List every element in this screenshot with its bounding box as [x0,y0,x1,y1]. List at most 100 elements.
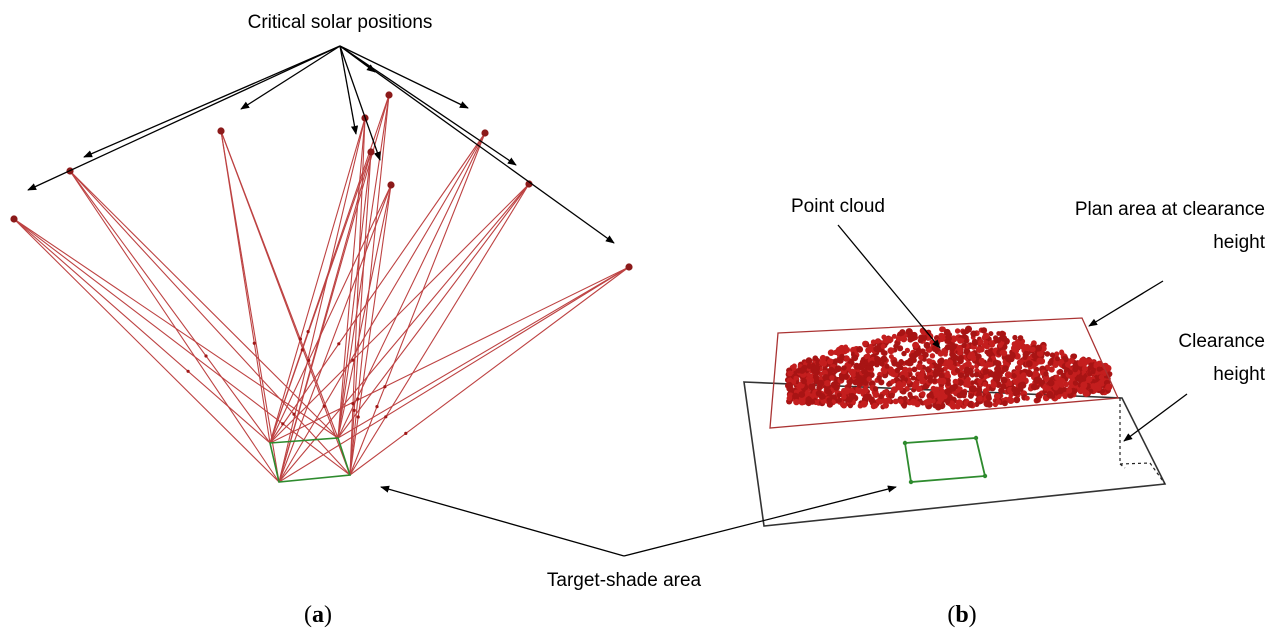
label-point-cloud: Point cloud [791,196,885,217]
cloud-point [805,357,813,364]
cloud-point [872,386,879,392]
cloud-point [880,355,888,363]
cloud-point [957,372,964,379]
cloud-point [902,395,908,402]
cloud-point [961,342,967,349]
cloud-point [945,334,951,340]
cloud-point [988,331,994,337]
solar-ray [337,132,486,439]
cloud-point [917,338,924,344]
cloud-point [1072,380,1079,386]
cloud-point [970,330,977,338]
cloud-point [923,341,931,349]
arrow-to-sun-2 [83,45,341,158]
cloud-point [895,335,902,342]
cloud-point [855,387,863,395]
cloud-point [889,392,895,399]
solar-ray [69,170,271,444]
ray-point [186,369,190,373]
solar-ray [278,151,372,483]
cloud-point [1009,351,1016,358]
cloud-point [1002,365,1009,372]
cloud-point [899,329,906,336]
cloud-point [1071,353,1078,359]
target-corner [902,440,908,446]
cloud-point [987,357,993,363]
cloud-point [944,388,952,395]
cloud-point [862,340,868,347]
solar-ray [278,184,392,483]
solar-ray [269,184,392,444]
cloud-point [856,383,862,388]
cloud-point [1015,365,1022,371]
ray-point [383,385,387,389]
cloud-point [901,403,907,409]
cloud-point [836,392,842,398]
cloud-point [925,329,932,336]
cloud-point [967,401,974,408]
arrow-to-sun-5 [339,45,381,161]
cloud-point [873,345,881,353]
cloud-point [834,365,842,373]
cloud-point [829,375,835,381]
cloud-point [874,356,882,364]
cloud-point [1000,383,1007,390]
cloud-point [984,344,990,350]
label-plan-area-line2: height [1213,232,1265,253]
cloud-point [999,349,1005,356]
clearance-height-indicator [1119,398,1166,485]
cloud-point [1000,376,1008,384]
solar-ray [69,170,339,439]
cloud-point [950,352,957,359]
cloud-point [911,366,918,373]
cloud-point [870,403,877,410]
label-critical-solar-positions: Critical solar positions [248,12,433,33]
solar-ray [13,218,271,444]
cloud-point [1022,354,1028,360]
cloud-point [891,333,897,339]
solar-ray [269,117,366,444]
cloud-point [859,363,866,369]
cloud-point [945,370,950,376]
ray-point [306,330,310,334]
cloud-point [801,378,807,385]
cloud-point [988,370,995,378]
solar-ray [349,132,486,476]
cloud-point [943,328,951,336]
cloud-point [970,380,975,386]
arrow-to-sun-4 [339,45,359,135]
cloud-point [932,378,937,384]
cloud-point [808,383,816,391]
cloud-point [792,392,800,400]
cloud-point [839,353,845,360]
cloud-point [918,372,925,379]
cloud-point [945,399,951,405]
cloud-point [1018,386,1024,392]
cloud-point [1016,359,1024,366]
cloud-point [843,346,851,354]
cloud-point [968,351,976,359]
cloud-point [997,372,1003,378]
label-plan-area-line1: Plan area at clearance [1075,199,1265,220]
cloud-point [905,328,913,336]
cloud-point [1007,380,1013,387]
cloud-point [982,381,988,387]
arrow-to-point-cloud [837,224,941,349]
cloud-point [891,359,899,367]
target-corner [982,473,988,479]
cloud-point [861,368,868,375]
cloud-point [1016,343,1022,350]
cloud-point [907,392,913,399]
arrow-to-plan-area [1088,280,1164,327]
cloud-point [980,327,988,334]
cloud-point [956,392,963,399]
cloud-point [1070,387,1077,394]
cloud-point [973,371,980,378]
cloud-point [982,332,990,340]
cloud-point [975,346,983,353]
cloud-point [1072,366,1079,373]
cloud-point [826,401,834,408]
solar-ray [269,183,530,444]
cloud-point [918,355,924,361]
cloud-point [869,360,876,367]
